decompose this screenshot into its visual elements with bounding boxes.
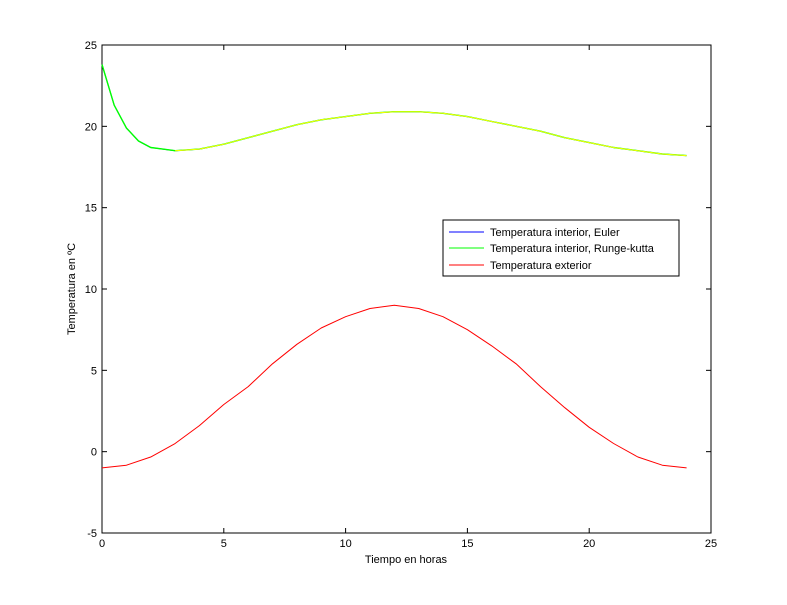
x-tick-label: 0 [99, 538, 105, 550]
x-axis-label: Tiempo en horas [365, 554, 448, 566]
x-tick-label: 5 [221, 538, 227, 550]
x-tick-label: 10 [339, 538, 351, 550]
x-tick-label: 20 [583, 538, 595, 550]
legend-label-exterior: Temperatura exterior [490, 260, 592, 272]
y-tick-label: 20 [85, 121, 97, 133]
y-tick-label: 10 [85, 284, 97, 296]
x-tick-label: 25 [705, 538, 717, 550]
series-line-exterior [101, 304, 687, 469]
y-tick-label: 5 [91, 365, 97, 377]
legend: Temperatura interior, Euler Temperatura … [442, 219, 680, 277]
y-axis-label: Temperatura en ºC [66, 243, 78, 335]
y-tick-label: 15 [85, 203, 97, 215]
plot-area [101, 44, 712, 534]
y-tick-label: 0 [91, 447, 97, 459]
series-line-overlay [175, 111, 687, 157]
x-tick-label: 15 [461, 538, 473, 550]
legend-label-runge-kutta: Temperatura interior, Runge-kutta [490, 243, 655, 255]
legend-label-euler: Temperatura interior, Euler [490, 227, 620, 239]
series-lines [101, 64, 687, 469]
y-tick-label: 25 [85, 40, 97, 52]
y-tick-label: -5 [87, 528, 97, 540]
